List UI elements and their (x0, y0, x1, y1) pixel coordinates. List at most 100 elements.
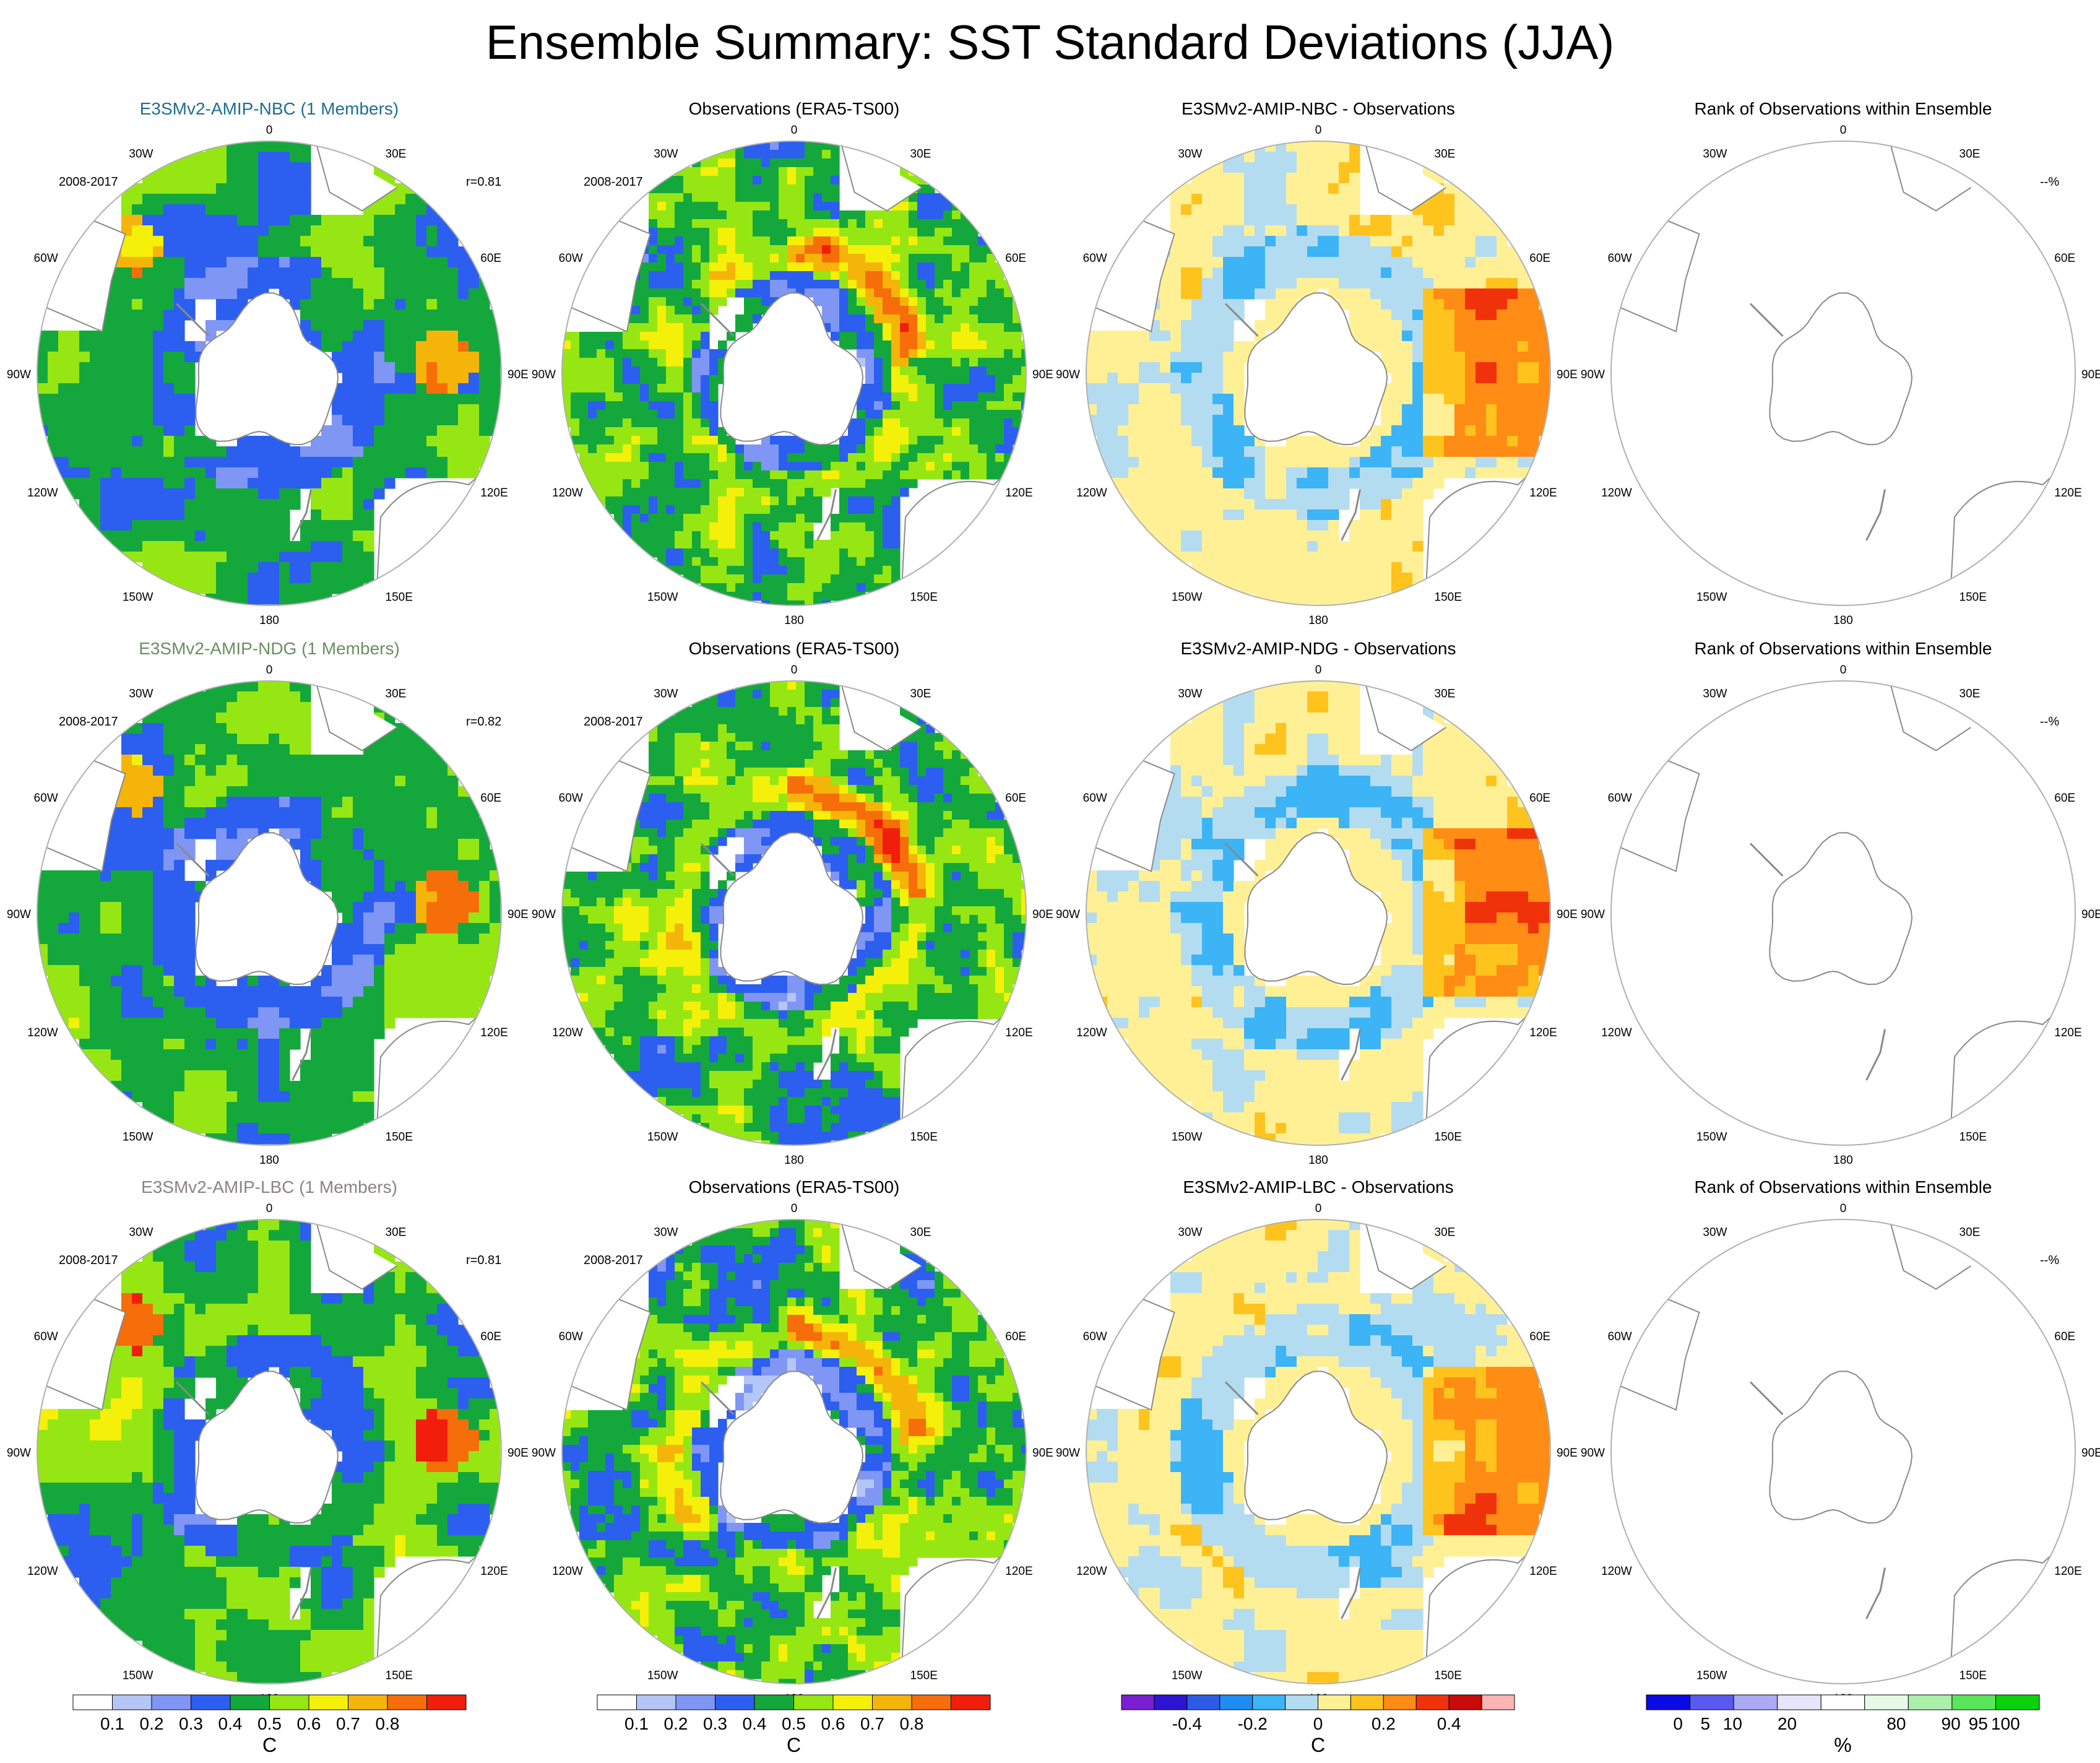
field-cell (374, 404, 385, 415)
field-cell (631, 436, 641, 445)
field-cell (761, 462, 771, 471)
field-cell (917, 210, 927, 220)
field-cell (132, 467, 143, 479)
field-cell (1191, 457, 1203, 468)
field-cell (153, 744, 164, 755)
field-cell (332, 299, 343, 310)
field-cell (363, 509, 374, 521)
field-cell (163, 404, 175, 415)
field-cell (248, 194, 259, 205)
field-cell (1191, 257, 1203, 268)
field-cell (290, 278, 301, 289)
field-cell (79, 499, 90, 510)
field-cell (1244, 573, 1255, 584)
field-cell (1402, 299, 1413, 310)
field-cell (987, 254, 996, 263)
field-cell (605, 375, 615, 384)
field-cell (1339, 257, 1350, 268)
field-cell (1276, 446, 1287, 457)
field-cell (952, 288, 961, 298)
field-cell (437, 394, 448, 405)
field-cell (631, 401, 641, 410)
field-cell (1402, 552, 1413, 563)
field-cell (363, 288, 374, 300)
field-cell (831, 210, 840, 220)
field-cell (1097, 341, 1108, 352)
field-cell (805, 288, 814, 298)
field-cell (1191, 278, 1203, 289)
field-cell (1454, 288, 1466, 300)
field-cell (718, 453, 727, 462)
field-cell (744, 453, 753, 462)
field-cell (1255, 278, 1266, 289)
field-cell (935, 392, 944, 402)
field-cell (1486, 257, 1497, 268)
field-cell (1465, 288, 1476, 300)
field-cell (701, 366, 710, 376)
field-cell (311, 552, 322, 563)
field-cell (332, 573, 343, 584)
field-cell (1128, 478, 1139, 489)
field-cell (709, 219, 719, 228)
field-cell (657, 202, 667, 211)
field-cell (822, 158, 831, 168)
field-cell (952, 453, 961, 462)
field-cell (342, 341, 353, 352)
field-cell (675, 349, 684, 358)
field-cell (883, 375, 892, 384)
field-cell (1149, 404, 1160, 415)
field-cell (363, 807, 374, 818)
field-cell (279, 786, 290, 797)
field-cell (174, 257, 185, 268)
field-cell (248, 520, 259, 531)
field-cell (1318, 520, 1329, 531)
field-cell (874, 288, 883, 298)
field-cell (321, 341, 332, 352)
field-cell (770, 262, 779, 272)
field-cell (770, 193, 779, 202)
field-cell (761, 219, 771, 228)
field-cell (1318, 152, 1329, 163)
field-cell (987, 470, 996, 480)
field-cell (1149, 341, 1160, 352)
field-cell (121, 797, 132, 808)
field-cell (1339, 246, 1350, 258)
longitude-label: 30W (654, 147, 678, 160)
field-cell (163, 415, 175, 426)
field-cell (1476, 467, 1487, 479)
field-cell (405, 310, 417, 321)
field-cell (883, 574, 892, 584)
field-cell (79, 383, 90, 394)
field-cell (857, 288, 866, 298)
field-cell (353, 446, 364, 457)
field-cell (1349, 162, 1360, 173)
field-cell (709, 444, 719, 454)
field-cell (153, 488, 164, 500)
field-cell (770, 158, 779, 168)
field-cell (1507, 457, 1518, 468)
field-cell (100, 383, 111, 394)
field-cell (666, 392, 675, 402)
field-cell (605, 496, 615, 506)
field-cell (1423, 467, 1434, 479)
field-cell (69, 457, 80, 468)
field-cell (163, 520, 175, 531)
field-cell (883, 323, 892, 332)
field-cell (205, 478, 217, 489)
field-cell (311, 818, 322, 829)
field-cell (216, 225, 227, 236)
field-cell (891, 496, 901, 506)
field-cell (290, 141, 301, 152)
field-cell (279, 734, 290, 745)
field-cell (1160, 331, 1171, 342)
field-cell (1212, 488, 1224, 500)
field-cell (1433, 215, 1445, 226)
field-cell (787, 271, 797, 280)
field-cell (874, 566, 883, 575)
field-cell (195, 246, 206, 258)
field-cell (163, 467, 175, 479)
field-cell (796, 488, 805, 497)
field-cell (1486, 331, 1497, 342)
field-cell (1255, 183, 1266, 194)
